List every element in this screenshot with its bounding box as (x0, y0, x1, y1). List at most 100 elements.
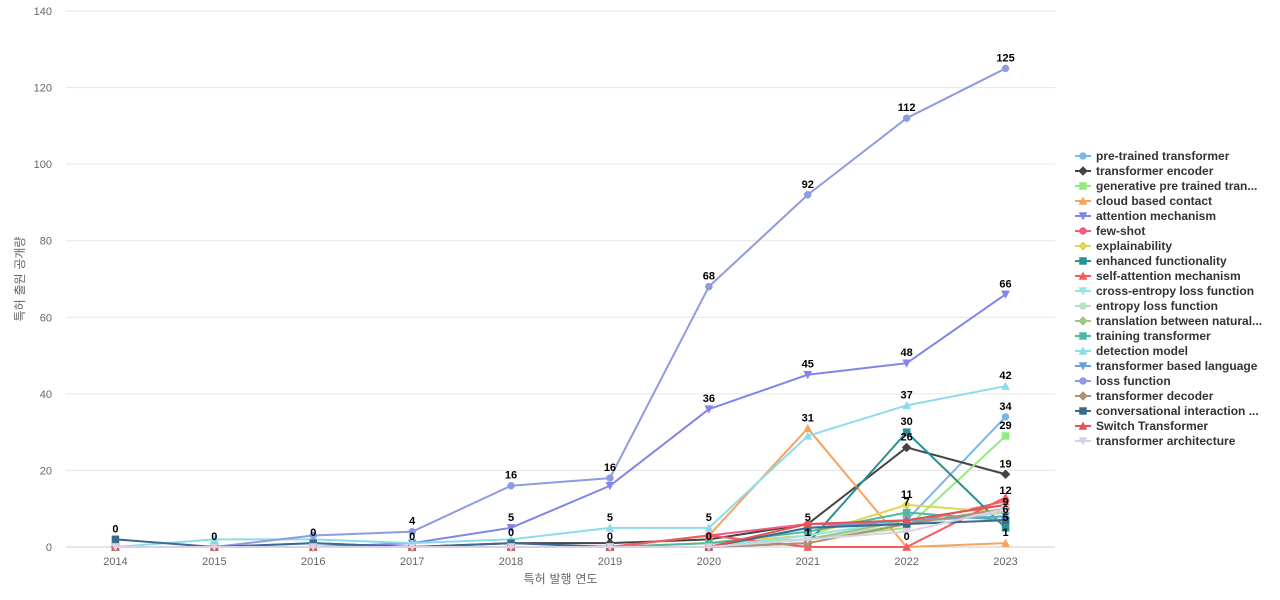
legend-label: Switch Transformer (1096, 419, 1208, 433)
data-label: 4 (409, 516, 416, 528)
legend-label: entropy loss function (1096, 299, 1218, 313)
data-label: 5 (607, 512, 613, 524)
legend-label: detection model (1096, 344, 1188, 358)
legend-marker (1078, 346, 1088, 355)
series-line (115, 519, 1006, 548)
legend-item[interactable]: translation between natural... (1075, 314, 1262, 328)
data-point (803, 370, 813, 380)
data-label: 48 (901, 347, 913, 359)
data-point (902, 542, 912, 551)
data-point (704, 530, 714, 540)
data-point (1001, 413, 1010, 421)
data-point (1001, 524, 1010, 532)
x-tick-label: 2023 (993, 556, 1017, 568)
data-point (902, 114, 911, 122)
data-point (506, 543, 516, 552)
series[interactable] (110, 442, 1011, 552)
legend-item[interactable]: pre-trained transformer (1075, 149, 1230, 163)
y-tick-label: 20 (40, 465, 52, 477)
legend-item[interactable]: transformer encoder (1075, 164, 1214, 178)
legend-item[interactable]: loss function (1075, 374, 1171, 388)
x-tick-label: 2014 (103, 556, 127, 568)
legend-item[interactable]: transformer architecture (1075, 434, 1236, 448)
y-tick-label: 80 (40, 236, 52, 248)
data-point (1001, 504, 1010, 514)
data-point (803, 431, 813, 440)
legend-item[interactable]: Switch Transformer (1075, 419, 1208, 433)
series-layer (110, 64, 1011, 552)
data-label: 9 (1002, 497, 1008, 509)
legend-item[interactable]: self-attention mechanism (1075, 269, 1241, 283)
legend-item[interactable]: detection model (1075, 344, 1188, 358)
series[interactable] (111, 64, 1010, 551)
data-point (1001, 64, 1010, 73)
series[interactable] (111, 290, 1010, 552)
y-tick-label: 120 (34, 83, 52, 95)
legend-item[interactable]: few-shot (1075, 224, 1145, 238)
legend-label: translation between natural... (1096, 314, 1262, 328)
data-label: 0 (706, 531, 712, 543)
legend-label: cloud based contact (1096, 194, 1212, 208)
data-label: 36 (703, 393, 715, 405)
legend-item[interactable]: transformer decoder (1075, 389, 1214, 403)
data-label: 34 (999, 401, 1012, 413)
x-tick-label: 2019 (598, 556, 622, 568)
legend-label: transformer based language (1096, 359, 1258, 373)
data-point (902, 527, 912, 537)
data-point (704, 405, 714, 414)
legend-item[interactable]: transformer based language (1075, 359, 1258, 373)
data-point (902, 428, 911, 436)
legend-label: transformer decoder (1096, 389, 1214, 403)
legend-marker (1078, 316, 1088, 326)
data-label: 0 (112, 523, 118, 535)
data-labels: 00 04016501650683650924531511124837302611… (112, 52, 1014, 543)
data-label: 0 (409, 531, 415, 543)
legend-item[interactable]: entropy loss function (1075, 299, 1218, 313)
data-label: 125 (996, 52, 1014, 64)
data-label: 42 (999, 370, 1011, 382)
grid-lines (66, 10, 1055, 471)
series-line (115, 507, 1006, 548)
data-point (209, 543, 219, 552)
x-tick-label: 2016 (301, 556, 325, 568)
legend-label: pre-trained transformer (1096, 149, 1230, 163)
legend-marker (1078, 287, 1088, 296)
legend-marker (1079, 332, 1087, 340)
legend-label: generative pre trained tran... (1096, 179, 1257, 193)
legend-marker (1078, 391, 1088, 401)
data-label: 0 (508, 527, 514, 539)
data-point (704, 523, 714, 532)
legend-marker (1078, 362, 1088, 371)
legend-item[interactable]: generative pre trained tran... (1075, 179, 1257, 193)
legend-item[interactable]: cross-entropy loss function (1075, 284, 1254, 298)
data-point (407, 543, 417, 552)
legend-item[interactable]: conversational interaction ... (1075, 404, 1259, 418)
data-label: 11 (901, 489, 913, 501)
x-axis-title: 특허 발행 연도 (524, 571, 598, 586)
data-point (902, 400, 912, 410)
legend-item[interactable]: explainability (1075, 239, 1172, 253)
y-axis-title: 특허 출원 공개량 (13, 237, 27, 322)
legend-label: attention mechanism (1096, 209, 1216, 223)
series[interactable] (111, 504, 1010, 552)
data-point (111, 535, 120, 544)
legend-item[interactable]: cloud based contact (1075, 194, 1212, 208)
legend-marker (1078, 437, 1088, 446)
y-tick-label: 0 (46, 542, 52, 554)
data-point (308, 543, 318, 552)
data-label: 16 (505, 470, 517, 482)
data-label: 66 (999, 278, 1011, 290)
data-label: 16 (604, 462, 616, 474)
legend-item[interactable]: attention mechanism (1075, 209, 1216, 223)
legend-marker (1078, 241, 1088, 251)
data-point (803, 423, 813, 433)
data-point (704, 543, 714, 552)
legend-marker (1079, 227, 1087, 235)
data-point (902, 359, 912, 368)
x-tick-label: 2018 (499, 556, 523, 568)
x-tick-label: 2021 (796, 556, 820, 568)
data-label: 1 (1002, 527, 1008, 539)
legend-item[interactable]: training transformer (1075, 329, 1211, 343)
data-label: 92 (802, 179, 814, 191)
legend-item[interactable]: enhanced functionality (1075, 254, 1227, 268)
